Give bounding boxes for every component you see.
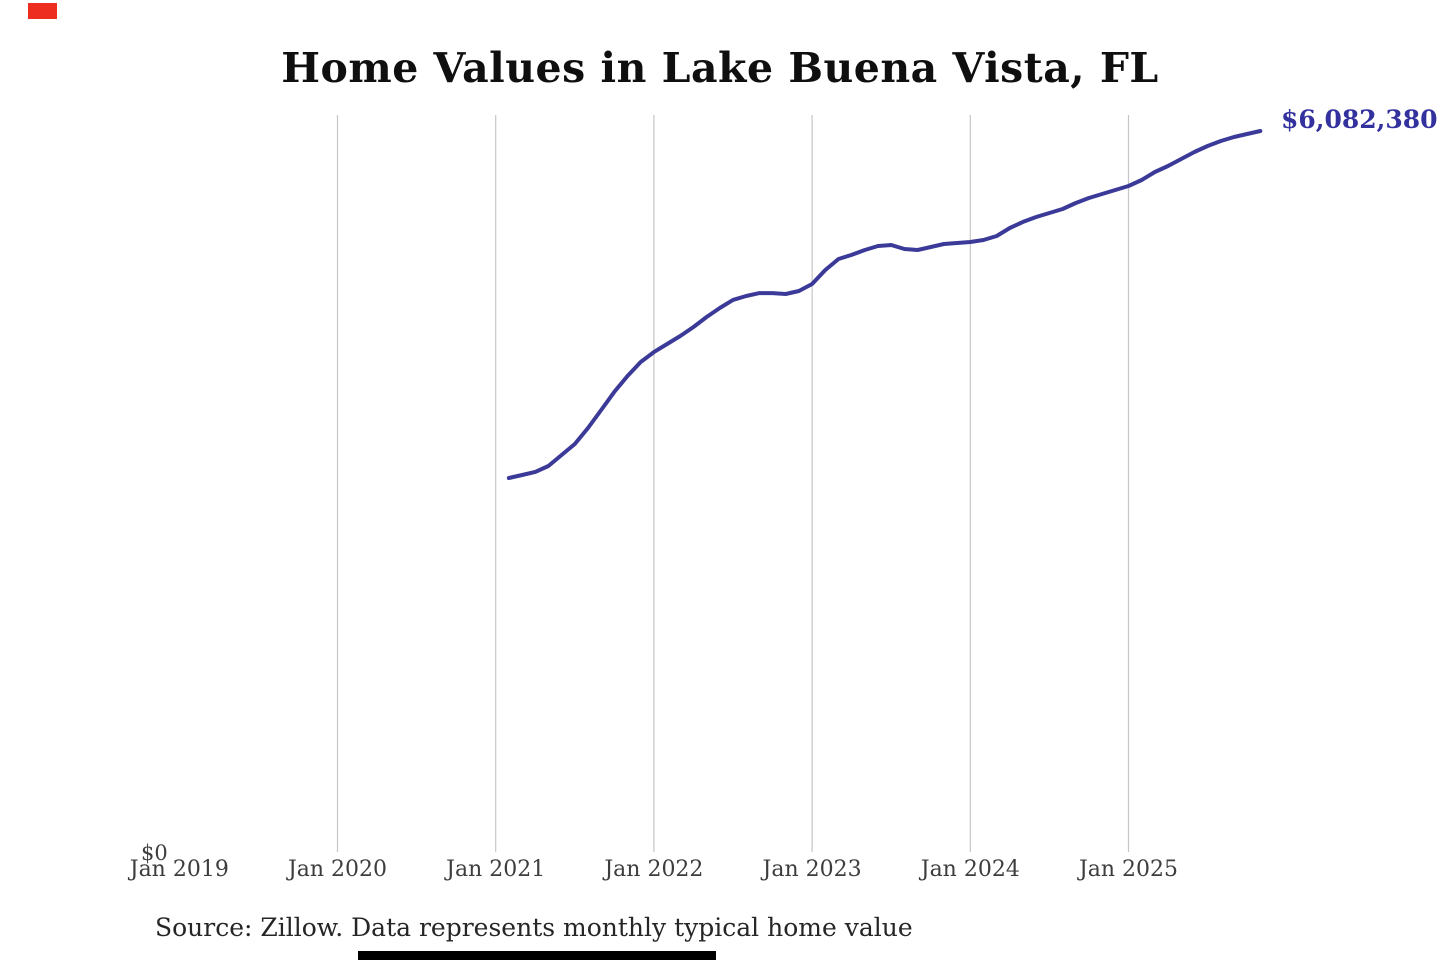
x-tick-label: Jan 2019 [129,857,229,882]
x-tick-label: Jan 2020 [287,857,388,882]
vertical-gridlines [336,115,1130,852]
red-corner-marker [28,3,57,19]
chart-title: Home Values in Lake Buena Vista, FL [281,44,1159,92]
x-tick-label: Jan 2023 [762,857,862,882]
y-axis-zero-label: $0 [141,841,168,865]
latest-value-label: $6,082,380 [1281,105,1438,134]
x-tick-label: Jan 2025 [1078,857,1179,882]
source-attribution: Source: Zillow. Data represents monthly … [155,913,913,942]
home-value-line-series [506,129,1263,480]
bottom-bar-indicator [358,951,716,960]
x-tick-label: Jan 2022 [604,857,704,882]
x-axis-tick-labels: Jan 2019 Jan 2020 Jan 2021 Jan 2022 Jan 2023… [0,857,1440,889]
x-tick-label: Jan 2021 [446,857,546,882]
x-tick-label: Jan 2024 [920,857,1020,882]
